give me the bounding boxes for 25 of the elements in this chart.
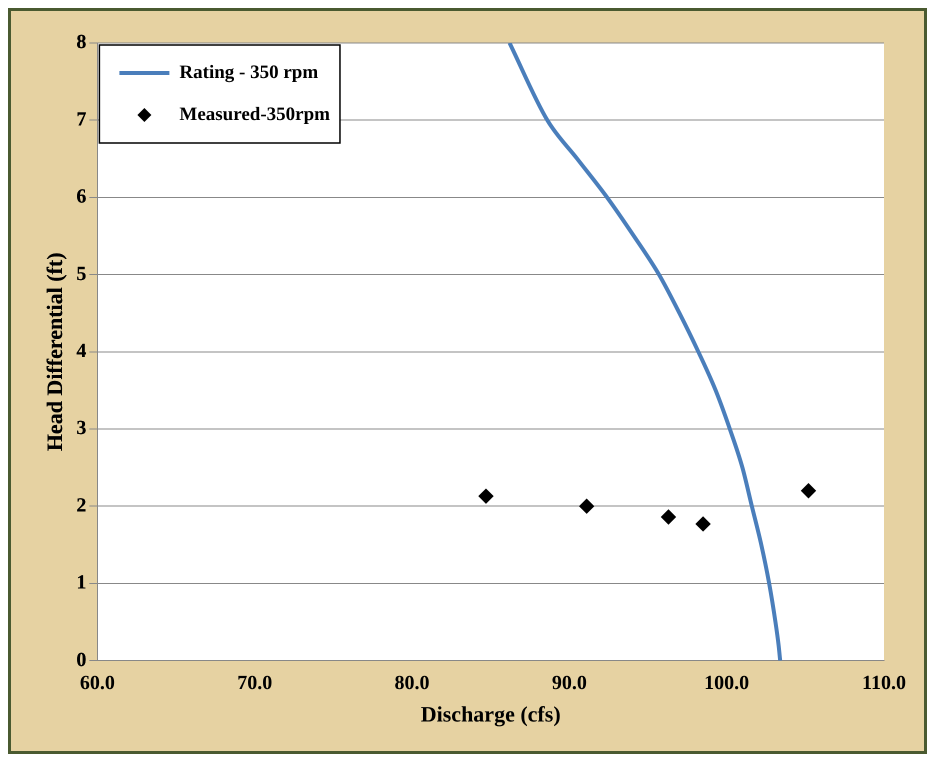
y-tick-label: 3 — [76, 417, 86, 440]
point — [696, 516, 711, 532]
x-tick-label: 60.0 — [80, 672, 115, 694]
y-tick-label: 7 — [76, 108, 86, 130]
y-tick-label: 0 — [76, 648, 86, 671]
y-tick-label: 4 — [76, 340, 86, 362]
point — [579, 498, 594, 514]
x-tick-label: 100.0 — [704, 672, 750, 694]
x-axis-title: Discharge (cfs) — [420, 701, 561, 726]
y-tick-label: 2 — [76, 494, 86, 516]
x-tick-label: 80.0 — [394, 672, 430, 694]
x-tick-label: 70.0 — [237, 672, 272, 694]
y-tick-label: 8 — [76, 31, 86, 54]
point — [478, 488, 494, 504]
point — [800, 483, 816, 498]
legend-label: Rating - 350 rpm — [179, 62, 318, 83]
point — [660, 510, 676, 525]
x-tick-label: 90.0 — [552, 672, 587, 694]
y-tick-label: 1 — [76, 572, 86, 594]
legend-label: Measured-350rpm — [179, 104, 330, 125]
x-tick-label: 110.0 — [862, 672, 906, 694]
y-tick-label: 5 — [76, 262, 86, 285]
y-axis-title: Head Differential (ft) — [42, 252, 67, 452]
y-tick-label: 6 — [76, 186, 86, 208]
line-series — [508, 43, 782, 661]
